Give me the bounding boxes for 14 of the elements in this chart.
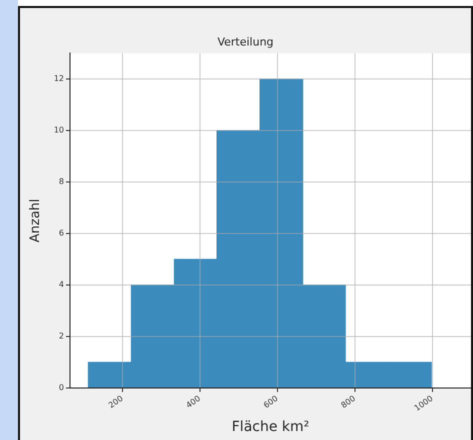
x-tick-label: 400 xyxy=(184,394,202,410)
y-tick-label: 8 xyxy=(58,177,64,186)
x-axis-title: Fläche km² xyxy=(232,419,310,436)
y-tick-label: 2 xyxy=(58,332,64,341)
y-tick-label: 6 xyxy=(58,228,64,238)
y-tick-label: 12 xyxy=(54,74,64,84)
y-tick-label: 4 xyxy=(58,280,64,290)
x-tick-label: 600 xyxy=(262,394,280,410)
x-tick-label: 800 xyxy=(339,394,358,410)
x-tick-label: 200 xyxy=(106,394,125,410)
y-tick-label: 0 xyxy=(58,383,64,392)
y-tick-label: 10 xyxy=(54,126,64,135)
chart-title: Verteilung xyxy=(217,35,274,48)
y-axis-title: Anzahl xyxy=(28,198,44,242)
